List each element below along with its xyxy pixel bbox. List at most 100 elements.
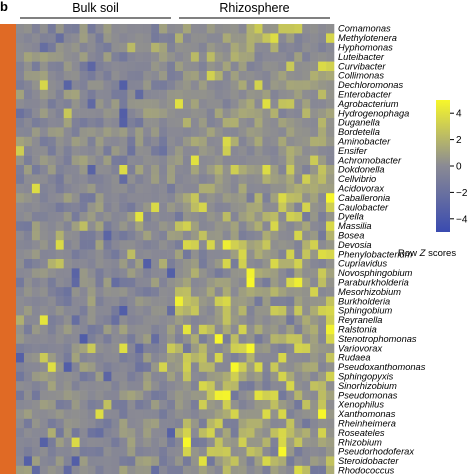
heatmap-cell	[23, 343, 33, 354]
heatmap-cell	[190, 240, 200, 250]
heatmap-cell	[190, 259, 200, 269]
heatmap-cell	[39, 315, 49, 326]
heatmap-cell	[167, 174, 176, 185]
heatmap-cell	[278, 324, 287, 335]
heatmap-cell	[254, 80, 263, 91]
heatmap-cell	[270, 456, 279, 467]
heatmap-cell	[254, 108, 263, 119]
heatmap-cell	[198, 165, 208, 175]
heatmap-cell	[39, 428, 49, 438]
heatmap-cell	[127, 268, 136, 279]
heatmap-cell	[278, 428, 287, 438]
heatmap-cell	[262, 353, 271, 363]
heatmap-cell	[182, 127, 192, 138]
heatmap-cell	[278, 315, 287, 326]
heatmap-cell	[278, 437, 287, 448]
heatmap-cell	[103, 80, 112, 91]
heatmap-cell	[278, 193, 287, 203]
heatmap-cell	[23, 400, 33, 410]
heatmap-cell	[182, 277, 192, 288]
heatmap-cell	[326, 315, 335, 326]
heatmap-cell	[127, 428, 136, 438]
heatmap-cell	[103, 212, 112, 222]
heatmap-cell	[206, 343, 216, 354]
heatmap-cell	[262, 136, 271, 147]
heatmap-cell	[95, 390, 104, 401]
heatmap-cell	[270, 371, 279, 382]
heatmap-cell	[103, 155, 112, 166]
heatmap-cell	[310, 33, 319, 44]
heatmap-cell	[143, 277, 152, 288]
heatmap-cell	[23, 428, 33, 438]
heatmap-cell	[262, 230, 271, 241]
heatmap-cell	[286, 52, 295, 62]
heatmap-cell	[63, 61, 72, 72]
heatmap-cell	[16, 155, 25, 166]
heatmap-cell	[254, 136, 263, 147]
heatmap-cell	[151, 390, 160, 401]
heatmap-cell	[302, 428, 311, 438]
heatmap-cell	[302, 296, 311, 307]
heatmap-cell	[119, 42, 128, 53]
row-label: Agrobacterium	[337, 99, 399, 109]
heatmap-cell	[294, 240, 303, 250]
heatmap-cell	[63, 80, 72, 91]
heatmap-cell	[47, 400, 57, 410]
heatmap-cell	[79, 324, 88, 335]
heatmap-cell	[182, 202, 192, 213]
heatmap-cell	[175, 447, 184, 457]
heatmap-cell	[79, 456, 88, 467]
heatmap-cell	[23, 287, 33, 297]
heatmap-cell	[318, 71, 327, 81]
heatmap-cell	[310, 89, 319, 100]
heatmap-cell	[286, 61, 295, 72]
heatmap-cell	[103, 202, 112, 213]
heatmap-cell	[182, 409, 192, 420]
heatmap-cell	[151, 324, 160, 335]
row-label: Acidovorax	[337, 184, 384, 194]
heatmap-cell	[310, 71, 319, 81]
heatmap-cell	[95, 165, 104, 175]
heatmap-cell	[119, 277, 128, 288]
heatmap-cell	[206, 136, 216, 147]
heatmap-cell	[286, 249, 295, 260]
heatmap-cell	[278, 61, 287, 72]
heatmap-cell	[55, 296, 64, 307]
heatmap-cell	[294, 456, 303, 467]
heatmap-cell	[294, 362, 303, 373]
heatmap-cell	[31, 174, 41, 185]
heatmap-cell	[151, 437, 160, 448]
heatmap-cell	[230, 183, 239, 194]
row-label: Methylotenera	[338, 33, 397, 43]
heatmap-cell	[23, 447, 33, 457]
heatmap-cell	[23, 71, 33, 81]
heatmap-cell	[230, 165, 239, 175]
heatmap-cell	[182, 447, 192, 457]
heatmap-cell	[63, 409, 72, 420]
heatmap-cell	[167, 428, 176, 438]
heatmap-cell	[127, 400, 136, 410]
heatmap-cell	[214, 259, 223, 269]
heatmap-cell	[71, 390, 80, 401]
heatmap-cell	[222, 136, 231, 147]
heatmap-cell	[31, 99, 41, 109]
heatmap-cell	[167, 315, 176, 326]
heatmap-cell	[111, 277, 120, 288]
heatmap-cell	[143, 409, 152, 420]
heatmap-cell	[79, 42, 88, 53]
heatmap-cell	[246, 42, 255, 53]
heatmap-cell	[95, 353, 104, 363]
heatmap-cell	[222, 146, 231, 156]
heatmap-cell	[143, 136, 152, 147]
heatmap-cell	[254, 296, 263, 307]
heatmap-cell	[95, 80, 104, 91]
heatmap-cell	[302, 136, 311, 147]
heatmap-cell	[175, 193, 184, 203]
heatmap-cell	[167, 108, 176, 119]
heatmap-cell	[270, 183, 279, 194]
heatmap-cell	[182, 24, 192, 34]
heatmap-cell	[47, 447, 57, 457]
heatmap-cell	[270, 108, 279, 119]
heatmap-cell	[167, 296, 176, 307]
heatmap-cell	[23, 183, 33, 194]
